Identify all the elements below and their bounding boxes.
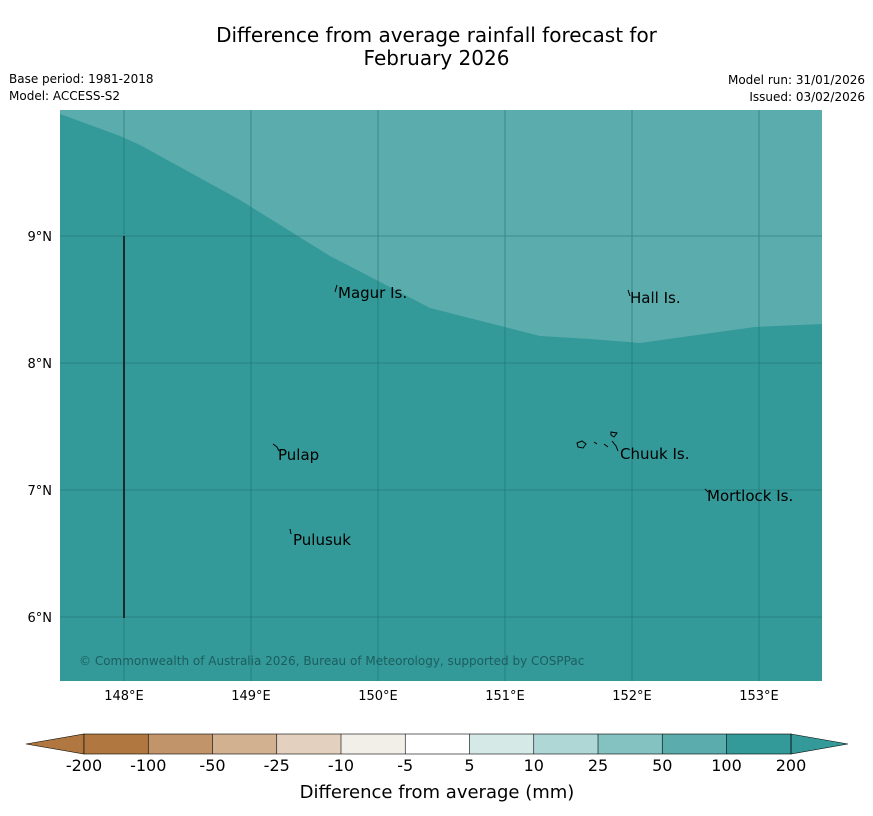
place-chuuk: Chuuk Is. (620, 445, 689, 463)
place-mortlock: Mortlock Is. (707, 487, 793, 505)
copyright-notice: © Commonwealth of Australia 2026, Bureau… (79, 654, 584, 668)
legend-extend-high (790, 733, 849, 755)
legend-tick: -5 (397, 756, 413, 775)
legend-tick: 5 (464, 756, 474, 775)
legend-swatch (662, 734, 727, 754)
legend-tick: -10 (328, 756, 354, 775)
island-pulusuk (289, 528, 292, 535)
base-period: Base period: 1981-2018 (9, 72, 154, 86)
legend-label: Difference from average (mm) (300, 782, 575, 803)
legend-swatch (726, 734, 791, 754)
lon-label: 148°E (104, 689, 144, 704)
lon-label: 149°E (231, 689, 271, 704)
legend-swatch (84, 734, 149, 754)
legend-tick: 25 (588, 756, 608, 775)
island-chuuk (576, 431, 619, 452)
model-name: Model: ACCESS-S2 (9, 89, 121, 103)
place-magur: Magur Is. (338, 284, 407, 302)
map-title-line-1: Difference from average rainfall forecas… (216, 23, 657, 47)
legend-frame (83, 733, 792, 755)
legend-swatch (598, 734, 663, 754)
legend-tick: 10 (524, 756, 544, 775)
legend-tick: -25 (264, 756, 290, 775)
colour-legend: -200 -100 -50 -25 -10 -5 5 10 25 50 100 … (25, 733, 849, 803)
islands (272, 284, 709, 535)
lon-label: 153°E (739, 689, 779, 704)
lat-label: 8°N (28, 357, 53, 372)
legend-swatch (405, 734, 470, 754)
region-50-100 (60, 110, 822, 343)
lon-label: 151°E (485, 689, 525, 704)
graticule (60, 110, 822, 681)
island-pulap (272, 443, 280, 452)
place-pulap: Pulap (278, 446, 319, 464)
lon-label: 152°E (612, 689, 652, 704)
place-hall: Hall Is. (630, 289, 681, 307)
legend-swatch (469, 734, 534, 754)
meta-left: Base period: 1981-2018 Model: ACCESS-S2 (9, 71, 154, 105)
meta-right: Model run: 31/01/2026 Issued: 03/02/2026 (728, 72, 865, 106)
legend-tick: -200 (66, 756, 102, 775)
model-run: Model run: 31/01/2026 (727, 73, 865, 87)
legend-dividers (147, 734, 727, 754)
legend-swatch (148, 734, 213, 754)
axis-labels: 148°E 149°E 150°E 151°E 152°E 153°E 9°N … (28, 230, 779, 704)
lat-label: 9°N (28, 230, 53, 245)
legend-swatch (533, 734, 598, 754)
legend-tick: 100 (711, 756, 742, 775)
legend-swatch (341, 734, 406, 754)
place-pulusuk: Pulusuk (293, 531, 351, 549)
legend-tick: 50 (652, 756, 672, 775)
map-panel: Magur Is. Hall Is. Pulap Chuuk Is. Mortl… (60, 110, 822, 681)
legend-tick: -50 (199, 756, 225, 775)
island-hall (627, 289, 631, 297)
lon-label: 150°E (358, 689, 398, 704)
issued-date: Issued: 03/02/2026 (749, 90, 865, 104)
legend-tick: 200 (776, 756, 807, 775)
island-magur (334, 284, 338, 293)
lat-label: 7°N (28, 484, 53, 499)
legend-extend-low (25, 733, 85, 755)
map-title-line-2: February 2026 (363, 46, 510, 70)
legend-tick: -100 (130, 756, 166, 775)
lat-label: 6°N (28, 611, 53, 626)
island-mortlock (704, 488, 709, 493)
legend-swatch (212, 734, 277, 754)
legend-swatch (276, 734, 341, 754)
